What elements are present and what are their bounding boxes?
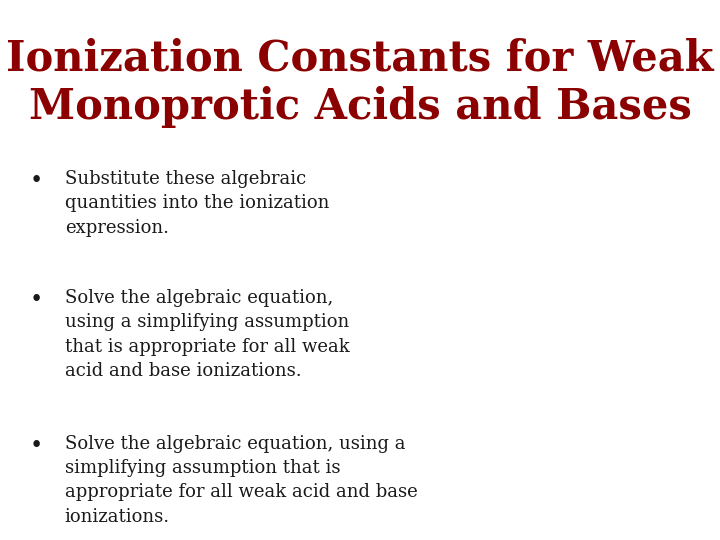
Text: •: • [30, 170, 42, 192]
Text: •: • [30, 435, 42, 457]
Text: •: • [30, 289, 42, 311]
Text: Solve the algebraic equation, using a
simplifying assumption that is
appropriate: Solve the algebraic equation, using a si… [65, 435, 418, 525]
Text: Solve the algebraic equation,
using a simplifying assumption
that is appropriate: Solve the algebraic equation, using a si… [65, 289, 349, 380]
Text: Ionization Constants for Weak
Monoprotic Acids and Bases: Ionization Constants for Weak Monoprotic… [6, 38, 714, 129]
Text: Substitute these algebraic
quantities into the ionization
expression.: Substitute these algebraic quantities in… [65, 170, 329, 237]
